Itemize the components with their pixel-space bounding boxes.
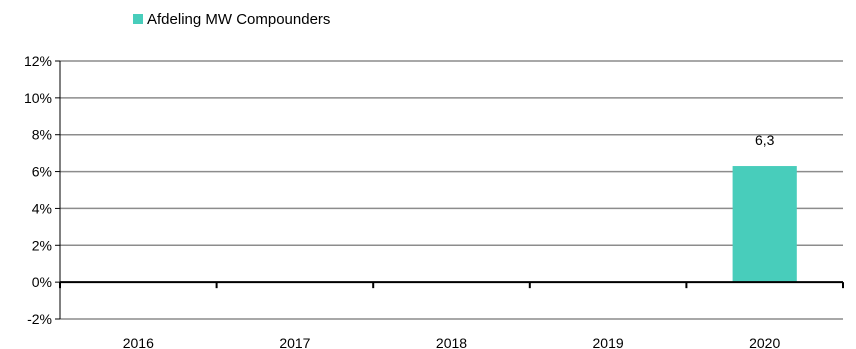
y-tick-label: 4% xyxy=(32,200,52,216)
x-tick-label: 2019 xyxy=(593,335,624,349)
y-tick-label: 0% xyxy=(32,274,52,290)
y-tick-label: 8% xyxy=(32,127,52,143)
legend-swatch xyxy=(133,14,143,24)
y-axis-tick-labels: 12% 10% 8% 6% 4% 2% 0% -2% xyxy=(24,53,52,327)
x-tick-label: 2016 xyxy=(123,335,154,349)
axes xyxy=(55,60,844,320)
bar xyxy=(732,166,797,283)
data-label: 6,3 xyxy=(755,132,775,148)
y-tick-label: 10% xyxy=(24,90,52,106)
bars xyxy=(732,166,797,283)
y-tick-label: 6% xyxy=(32,164,52,180)
x-tick-label: 2018 xyxy=(436,335,467,349)
legend-label: Afdeling MW Compounders xyxy=(147,11,330,28)
y-tick-label: 2% xyxy=(32,237,52,253)
legend: Afdeling MW Compounders xyxy=(133,11,330,28)
x-tick-label: 2017 xyxy=(279,335,310,349)
y-tick-label: 12% xyxy=(24,53,52,69)
gridlines xyxy=(60,60,843,320)
y-tick-label: -2% xyxy=(27,311,52,327)
data-labels: 6,3 xyxy=(755,132,775,148)
x-axis-tick-labels: 2016 2017 2018 2019 2020 xyxy=(123,335,781,349)
x-tick-label: 2020 xyxy=(749,335,780,349)
